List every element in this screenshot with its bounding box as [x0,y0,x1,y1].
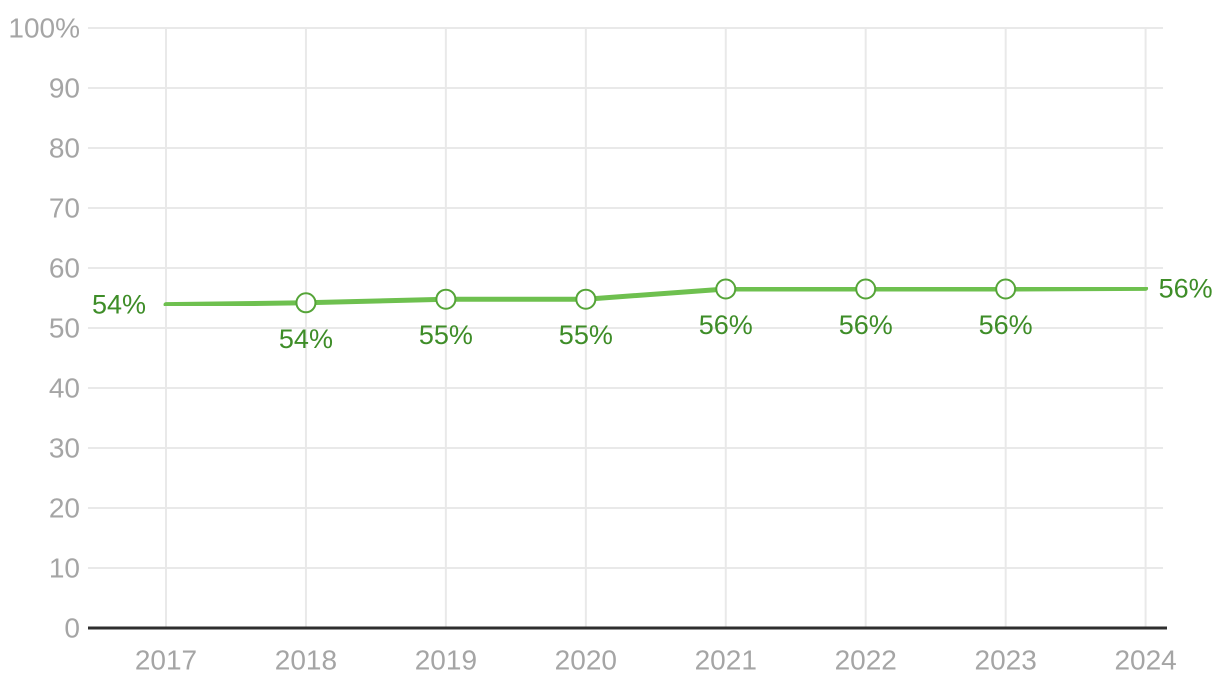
data-point-marker [575,288,597,310]
y-tick-label: 20 [49,493,80,524]
data-point-markers [295,278,1017,314]
y-tick-label: 50 [49,313,80,344]
data-point-label: 55% [419,320,473,350]
x-tick-label: 2024 [1114,645,1176,676]
y-gridlines [88,27,1163,569]
y-tick-label: 30 [49,433,80,464]
y-tick-label: 80 [49,133,80,164]
y-tick-label: 60 [49,253,80,284]
series-line [163,285,1149,308]
x-tick-label: 2021 [695,645,757,676]
data-point-marker [855,278,877,300]
data-point-marker [295,292,317,314]
y-tick-label: 70 [49,193,80,224]
data-point-marker [995,278,1017,300]
y-tick-label: 0 [64,613,80,644]
data-point-label: 56% [1159,273,1213,303]
data-point-label: 55% [559,320,613,350]
x-tick-label: 2017 [135,645,197,676]
y-tick-label: 100% [8,13,80,44]
data-point-label: 56% [699,310,753,340]
data-point-label: 56% [839,310,893,340]
y-tick-label: 40 [49,373,80,404]
x-tick-label: 2023 [975,645,1037,676]
data-point-marker [435,288,457,310]
y-tick-label: 90 [49,73,80,104]
x-tick-label: 2019 [415,645,477,676]
data-point-label: 56% [979,310,1033,340]
x-tick-label: 2022 [835,645,897,676]
x-axis-labels: 2017 2018 2019 2020 2021 2022 2023 2024 [135,645,1177,676]
data-point-labels: 54% 54% 55% 55% 56% 56% 56% 56% [92,273,1213,353]
data-point-marker [715,278,737,300]
y-tick-label: 10 [49,553,80,584]
data-point-label: 54% [92,290,146,320]
x-tick-label: 2020 [555,645,617,676]
data-point-label: 54% [279,324,333,354]
y-axis-labels: 0 10 20 30 40 50 60 70 80 90 100% [8,13,80,644]
x-tick-label: 2018 [275,645,337,676]
